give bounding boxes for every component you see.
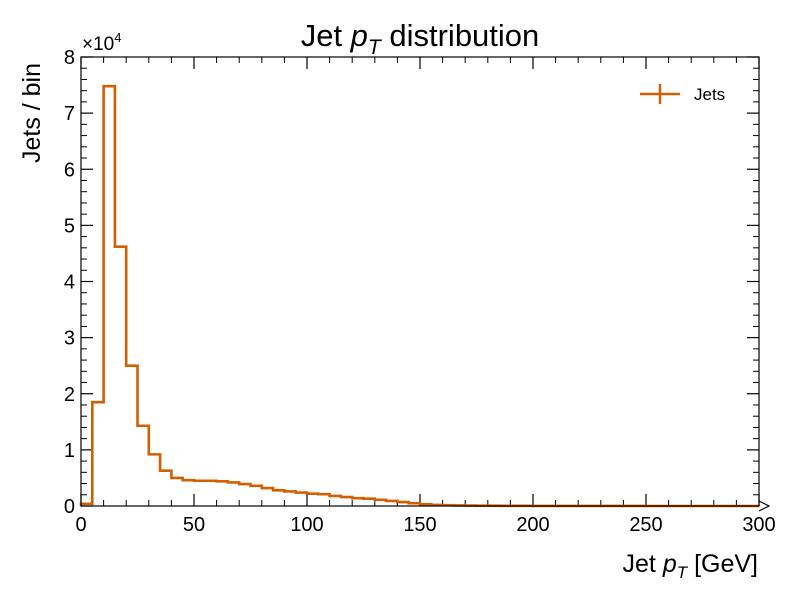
histogram-bin [375, 500, 386, 506]
histogram-bin [239, 484, 250, 506]
histogram-bin [149, 454, 160, 506]
histogram-bin [330, 496, 341, 506]
plot-frame [80, 56, 760, 507]
series-group [79, 84, 759, 508]
y-tick-label: 0 [64, 496, 75, 518]
histogram-bin [386, 501, 397, 506]
y-tick-label: 4 [64, 272, 75, 294]
histogram-bin [273, 490, 284, 506]
histogram-bin [126, 366, 137, 506]
y-tick-label: 2 [64, 384, 75, 406]
histogram-bin [262, 488, 273, 506]
legend-label: Jets [694, 85, 725, 104]
axis-ticks [80, 56, 760, 507]
chart-title: Jet pT distribution [301, 18, 540, 59]
x-tick-label: 0 [75, 514, 86, 536]
y-tick-label: 7 [64, 103, 75, 125]
y-axis-multiplier: ×104 [82, 30, 121, 55]
y-tick-label: 5 [64, 215, 75, 237]
histogram-bin [284, 491, 295, 506]
histogram-bin [171, 478, 182, 506]
histogram-bin [104, 86, 115, 506]
histogram-bin [160, 471, 171, 506]
histogram-bin [92, 402, 103, 506]
x-axis-label: Jet pT [GeV] [623, 550, 758, 582]
x-tick-label: 200 [516, 514, 549, 536]
histogram-bin [183, 480, 194, 506]
y-tick-label: 1 [64, 440, 75, 462]
histogram-bin [205, 481, 216, 506]
x-tick-label: 300 [742, 514, 775, 536]
histogram-bin [341, 497, 352, 506]
x-tick-label: 100 [290, 514, 323, 536]
histogram-bin [251, 486, 262, 506]
histogram-bin [194, 481, 205, 506]
histogram-bin [318, 494, 329, 506]
histogram-bin [352, 498, 363, 506]
histogram-bin [138, 426, 149, 506]
histogram-bin [217, 481, 228, 506]
axis-tick-labels: 0 50 100 150 200 250 300 0 1 2 3 4 5 6 7 8 [64, 47, 776, 536]
y-tick-label: 6 [64, 159, 75, 181]
y-axis-label: Jets / bin [18, 63, 46, 163]
axis-overflow-arrow [758, 500, 771, 512]
histogram-bin [307, 494, 318, 506]
x-tick-label: 250 [629, 514, 662, 536]
legend: Jets [640, 84, 725, 104]
x-tick-label: 150 [403, 514, 436, 536]
y-tick-label: 3 [64, 328, 75, 350]
histogram-bin [115, 247, 126, 506]
histogram-bin [228, 482, 239, 506]
histogram-bin [364, 499, 375, 506]
histogram-series-line [79, 84, 759, 508]
y-tick-label: 8 [64, 47, 75, 69]
histogram-bin [296, 493, 307, 506]
x-tick-label: 50 [183, 514, 205, 536]
